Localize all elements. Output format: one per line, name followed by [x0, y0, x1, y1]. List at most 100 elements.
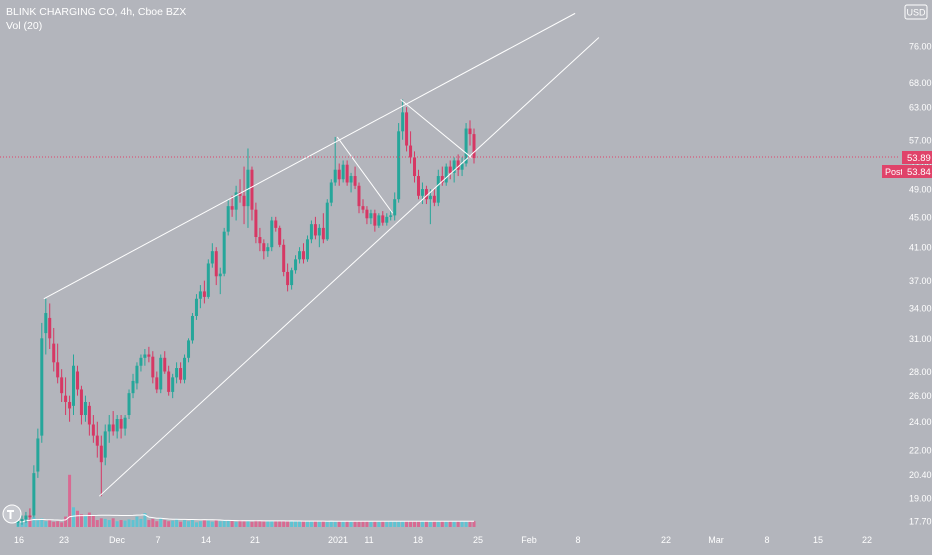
candle-body: [107, 424, 111, 432]
candle-body: [242, 195, 246, 207]
candle-body: [187, 340, 191, 358]
candle-body: [250, 169, 254, 210]
volume-bar: [377, 521, 381, 527]
volume-bar: [452, 521, 456, 527]
volume-bar: [250, 521, 254, 527]
candle-body: [83, 401, 87, 416]
candle-body: [87, 405, 91, 425]
candle-body: [428, 195, 432, 200]
currency-badge[interactable]: USD: [904, 4, 928, 20]
post-market-label: Post: [885, 167, 904, 177]
volume-bar: [99, 518, 103, 527]
price-axis: 76.0068.0063.0057.0053.0049.0045.0041.00…: [909, 42, 932, 527]
candle-body: [194, 298, 198, 316]
candle-body: [175, 368, 179, 378]
candle-body: [444, 166, 448, 183]
time-axis: 16 23 Dec 7 14 21 2021 11 18 25 Feb 8 22 Mar 8 15 22: [14, 535, 872, 545]
trendline-descending-line: [400, 99, 473, 159]
candle-body: [151, 356, 155, 378]
candle-body: [405, 112, 409, 146]
tradingview-logo[interactable]: [2, 504, 22, 524]
candle-body: [202, 291, 206, 297]
candle-body: [214, 251, 218, 277]
price-tick-label: 24.00: [909, 417, 932, 427]
volume-bar: [226, 520, 230, 527]
volume-bar: [246, 520, 250, 527]
time-tick-label: 16: [14, 535, 24, 545]
candle-body: [361, 206, 365, 210]
volume-bar: [341, 521, 345, 527]
time-tick-label: 23: [59, 535, 69, 545]
volume-bar: [194, 522, 198, 527]
candle-body: [345, 164, 349, 183]
candle-body: [135, 365, 139, 384]
candle-body: [321, 227, 325, 240]
volume-bar: [163, 520, 167, 527]
candle-body: [325, 202, 329, 240]
candle-body: [464, 128, 468, 164]
volume-bar: [44, 521, 48, 527]
candle-body: [16, 521, 20, 523]
time-tick-label: 7: [155, 535, 160, 545]
candle-body: [131, 380, 135, 394]
candle-body: [254, 209, 258, 238]
candle-body: [111, 424, 115, 432]
candle-body: [270, 220, 274, 248]
volume-bar: [64, 516, 68, 527]
time-tick-label: 15: [813, 535, 823, 545]
candle-body: [60, 377, 64, 394]
volume-bar: [290, 521, 294, 527]
volume-bar: [40, 518, 44, 527]
candle-body: [282, 244, 286, 272]
candle-body: [357, 185, 361, 207]
candle-body: [234, 192, 238, 210]
volume-bar: [424, 521, 428, 527]
candle-body: [28, 515, 32, 518]
volume-bar: [179, 521, 183, 527]
candle-body: [179, 368, 183, 380]
volume-bar: [123, 520, 127, 527]
volume-indicator-label: Vol (20): [6, 20, 42, 32]
volume-bar: [87, 512, 91, 527]
volume-bar: [167, 521, 171, 527]
candle-body: [420, 189, 424, 196]
candle-body: [317, 227, 321, 236]
volume-bar: [202, 520, 206, 527]
last-price-value: 53.89: [907, 153, 931, 164]
volume-bar: [389, 521, 393, 527]
volume-bar: [448, 521, 452, 527]
volume-bar: [76, 510, 80, 527]
candle-body: [72, 365, 76, 406]
price-tick-label: 49.00: [909, 185, 932, 195]
time-tick-label: 25: [473, 535, 483, 545]
candle-body: [226, 206, 230, 232]
volume-bar: [401, 521, 405, 527]
volume-bar: [349, 521, 353, 527]
volume-bar: [254, 520, 258, 527]
volume-bar: [329, 521, 333, 527]
candle-body: [309, 224, 313, 240]
time-tick-label: 18: [413, 535, 423, 545]
candle-body: [127, 393, 131, 416]
candle-body: [210, 251, 214, 264]
candle-body: [468, 128, 472, 135]
volume-bar: [440, 521, 444, 527]
time-tick-label: 14: [201, 535, 211, 545]
volume-bar: [417, 521, 420, 527]
volume-bar: [32, 516, 36, 527]
volume-bar: [301, 521, 305, 527]
candle-body: [222, 231, 226, 274]
volume-bar: [210, 521, 214, 527]
candle-body: [163, 357, 167, 372]
volume-bar: [305, 521, 309, 527]
candle-body: [198, 291, 202, 299]
price-tick-label: 45.00: [909, 212, 932, 222]
candle-body: [417, 176, 420, 196]
volume-bar: [131, 520, 135, 527]
candle-body: [44, 313, 48, 334]
candle-body: [99, 445, 103, 463]
volume-bar: [397, 521, 401, 527]
candle-body: [143, 354, 147, 358]
